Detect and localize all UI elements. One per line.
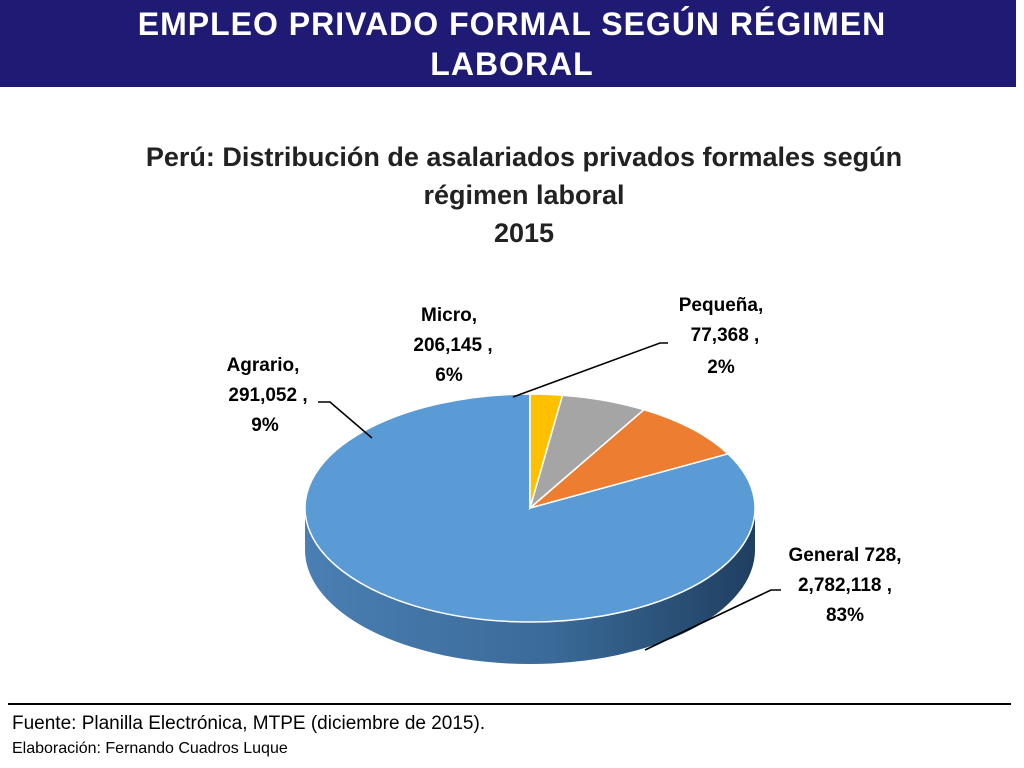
credit-note: Elaboración: Fernando Cuadros Luque (12, 740, 288, 757)
data-labels: General 728, 2,782,118 , 83% Agrario, 29… (227, 295, 902, 626)
label-agrario-name: Agrario, (227, 355, 300, 376)
chart-title-line-1: Perú: Distribución de asalariados privad… (145, 142, 903, 172)
label-general-name: General 728, (788, 545, 901, 566)
label-pequena-percent: 2% (707, 357, 735, 378)
label-micro-percent: 6% (435, 365, 463, 386)
label-pequena-value: 77,368 , (691, 325, 760, 346)
footer-divider (8, 703, 1011, 705)
label-general-value: 2,782,118 , (798, 575, 892, 596)
source-note: Fuente: Planilla Electrónica, MTPE (dici… (12, 713, 486, 734)
pie-side-general (305, 508, 755, 664)
label-micro-name: Micro, (421, 305, 477, 326)
label-agrario-value: 291,052 , (228, 385, 307, 406)
leader-line-agrario (318, 401, 373, 439)
chart-title: Perú: Distribución de asalariados privad… (114, 138, 934, 252)
header-title-line-1: EMPLEO PRIVADO FORMAL SEGÚN RÉGIMEN (137, 6, 887, 42)
label-general-percent: 83% (826, 605, 864, 626)
chart-title-line-2: régimen laboral (423, 180, 625, 210)
header-corner (1016, 0, 1024, 87)
leader-line-pequena (512, 342, 668, 398)
header-title-line-2: LABORAL (430, 46, 594, 82)
leader-lines (318, 342, 781, 651)
pie-group (304, 393, 756, 664)
label-agrario-percent: 9% (251, 415, 279, 436)
chart-title-line-3: 2015 (493, 218, 555, 248)
label-pequena-name: Pequeña, (679, 295, 763, 316)
pie-slice-general (304, 393, 756, 623)
page-header: EMPLEO PRIVADO FORMAL SEGÚN RÉGIMEN LABO… (0, 0, 1024, 87)
label-micro-value: 206,145 , (413, 335, 492, 356)
pie-slice-agrario (529, 408, 730, 509)
pie-slice-pequena (529, 393, 564, 509)
leader-line-general (644, 589, 781, 651)
